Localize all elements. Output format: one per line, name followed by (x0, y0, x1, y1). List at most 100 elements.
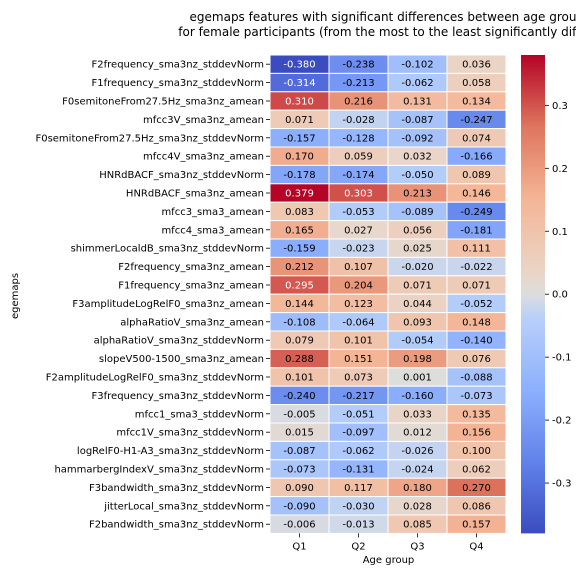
column-label: Q2 (351, 541, 365, 552)
cell-value-label: 0.089 (462, 170, 491, 181)
row-label: HNRdBACF_sma3nz_amean (126, 189, 264, 200)
cell-value-label: 0.101 (285, 373, 314, 384)
x-axis-label: Age group (363, 555, 415, 566)
row-label: shimmerLocaldB_sma3nz_stddevNorm (71, 244, 264, 255)
row-label: F1frequency_sma3nz_stddevNorm (92, 78, 264, 89)
cell-value-label: 0.165 (285, 225, 314, 236)
column-label: Q3 (410, 541, 424, 552)
row-label: logRelF0-H1-A3_sma3nz_stddevNorm (77, 446, 264, 457)
cell-value-label: 0.059 (344, 152, 373, 163)
cell-value-label: -0.053 (342, 207, 374, 218)
colorbar-tick-label: 0.3 (552, 101, 568, 112)
cell-value-label: 0.073 (344, 373, 373, 384)
cell-value-label: -0.140 (460, 336, 492, 347)
cell-value-label: -0.247 (460, 115, 492, 126)
cell-value-label: 0.379 (285, 189, 314, 200)
cell-value-label: 0.148 (462, 317, 491, 328)
cell-value-label: 0.086 (462, 501, 491, 512)
cell-value-label: -0.087 (283, 446, 315, 457)
cell-value-label: -0.050 (401, 170, 433, 181)
colorbar-tick-label: -0.1 (552, 353, 572, 364)
cell-value-label: -0.020 (401, 262, 433, 273)
cell-value-label: -0.238 (342, 60, 374, 71)
row-label: mfcc4_sma3_amean (161, 225, 264, 236)
y-axis-label: egemaps (10, 273, 21, 319)
row-label: F3frequency_sma3nz_stddevNorm (92, 391, 264, 402)
cell-value-label: 0.076 (462, 354, 491, 365)
cell-value-label: 0.100 (462, 446, 491, 457)
row-label: alphaRatioV_sma3nz_stddevNorm (94, 336, 264, 347)
colorbar-gradient (521, 55, 545, 534)
cell-value-label: -0.028 (342, 115, 374, 126)
cell-value-label: -0.181 (460, 225, 492, 236)
cell-value-label: 0.107 (344, 262, 373, 273)
cell-value-label: 0.303 (344, 189, 373, 200)
cell-value-label: 0.079 (285, 336, 314, 347)
cell-value-label: 0.071 (403, 281, 432, 292)
row-label: jitterLocal_sma3nz_stddevNorm (103, 501, 264, 512)
row-label: F1frequency_sma3nz_amean (118, 281, 264, 292)
cell-value-label: -0.088 (460, 373, 492, 384)
cell-value-label: -0.102 (401, 60, 433, 71)
colorbar-tick-label: -0.3 (552, 479, 572, 490)
cell-value-label: -0.380 (283, 60, 315, 71)
cell-value-label: 0.157 (462, 520, 491, 531)
cell-value-label: 0.036 (462, 60, 491, 71)
row-label: mfcc3_sma3_amean (161, 207, 264, 218)
heatmap-cells: -0.380 -0.238 -0.102 0.036 -0.314 -0.213 -0.06… (269, 54, 507, 534)
cell-value-label: -0.159 (283, 244, 315, 255)
row-label: F2frequency_sma3nz_amean (118, 262, 264, 273)
cell-value-label: -0.090 (283, 501, 315, 512)
colorbar: 0.3 0.2 0.1 0.0 -0.1 -0.2 -0.3 (521, 55, 572, 534)
cell-value-label: 0.151 (344, 354, 373, 365)
cell-value-label: 0.144 (285, 299, 314, 310)
cell-value-label: -0.108 (283, 317, 315, 328)
cell-value-label: 0.027 (344, 225, 373, 236)
cell-value-label: 0.058 (462, 78, 491, 89)
cell-value-label: -0.051 (342, 409, 374, 420)
cell-value-label: 0.180 (403, 483, 432, 494)
cell-value-label: 0.025 (403, 244, 432, 255)
row-label: HNRdBACF_sma3nz_stddevNorm (99, 170, 264, 181)
row-label: F2bandwidth_sma3nz_stddevNorm (89, 520, 264, 531)
cell-value-label: 0.056 (403, 225, 432, 236)
cell-value-label: -0.013 (342, 520, 374, 531)
cell-value-label: -0.005 (283, 409, 315, 420)
cell-value-label: -0.314 (283, 78, 315, 89)
cell-value-label: 0.028 (403, 501, 432, 512)
cell-value-label: 0.204 (344, 281, 373, 292)
cell-value-label: -0.064 (342, 317, 374, 328)
cell-value-label: 0.001 (403, 373, 432, 384)
cell-value-label: 0.044 (403, 299, 432, 310)
cell-value-label: 0.085 (403, 520, 432, 531)
cell-value-label: 0.071 (285, 115, 314, 126)
cell-value-label: -0.217 (342, 391, 374, 402)
cell-value-label: 0.111 (462, 244, 491, 255)
colorbar-tick-label: 0.2 (552, 164, 568, 175)
row-label: hammarbergIndexV_sma3nz_stddevNorm (54, 465, 264, 476)
cell-value-label: -0.128 (342, 133, 374, 144)
cell-value-label: 0.213 (403, 189, 432, 200)
row-label: F3bandwidth_sma3nz_stddevNorm (89, 483, 264, 494)
row-label: mfcc4V_sma3nz_amean (143, 152, 264, 163)
cell-value-label: 0.146 (462, 189, 491, 200)
cell-value-label: -0.087 (401, 115, 433, 126)
row-label: mfcc1V_sma3nz_stddevNorm (116, 428, 264, 439)
cell-value-label: 0.212 (285, 262, 314, 273)
cell-value-label: 0.012 (403, 428, 432, 439)
cell-value-label: 0.074 (462, 133, 491, 144)
cell-value-label: -0.178 (283, 170, 315, 181)
cell-value-label: -0.213 (342, 78, 374, 89)
cell-value-label: -0.062 (401, 78, 433, 89)
row-label: alphaRatioV_sma3nz_amean (120, 317, 264, 328)
cell-value-label: 0.083 (285, 207, 314, 218)
cell-value-label: 0.310 (285, 97, 314, 108)
cell-value-label: 0.033 (403, 409, 432, 420)
cell-value-label: 0.270 (462, 483, 491, 494)
cell-value-label: -0.006 (283, 520, 315, 531)
row-labels: F2frequency_sma3nz_stddevNorm F1frequency… (35, 60, 270, 531)
cell-value-label: -0.073 (460, 391, 492, 402)
chart-title-line-1: egemaps features with significant differ… (190, 10, 576, 24)
column-label: Q1 (292, 541, 306, 552)
